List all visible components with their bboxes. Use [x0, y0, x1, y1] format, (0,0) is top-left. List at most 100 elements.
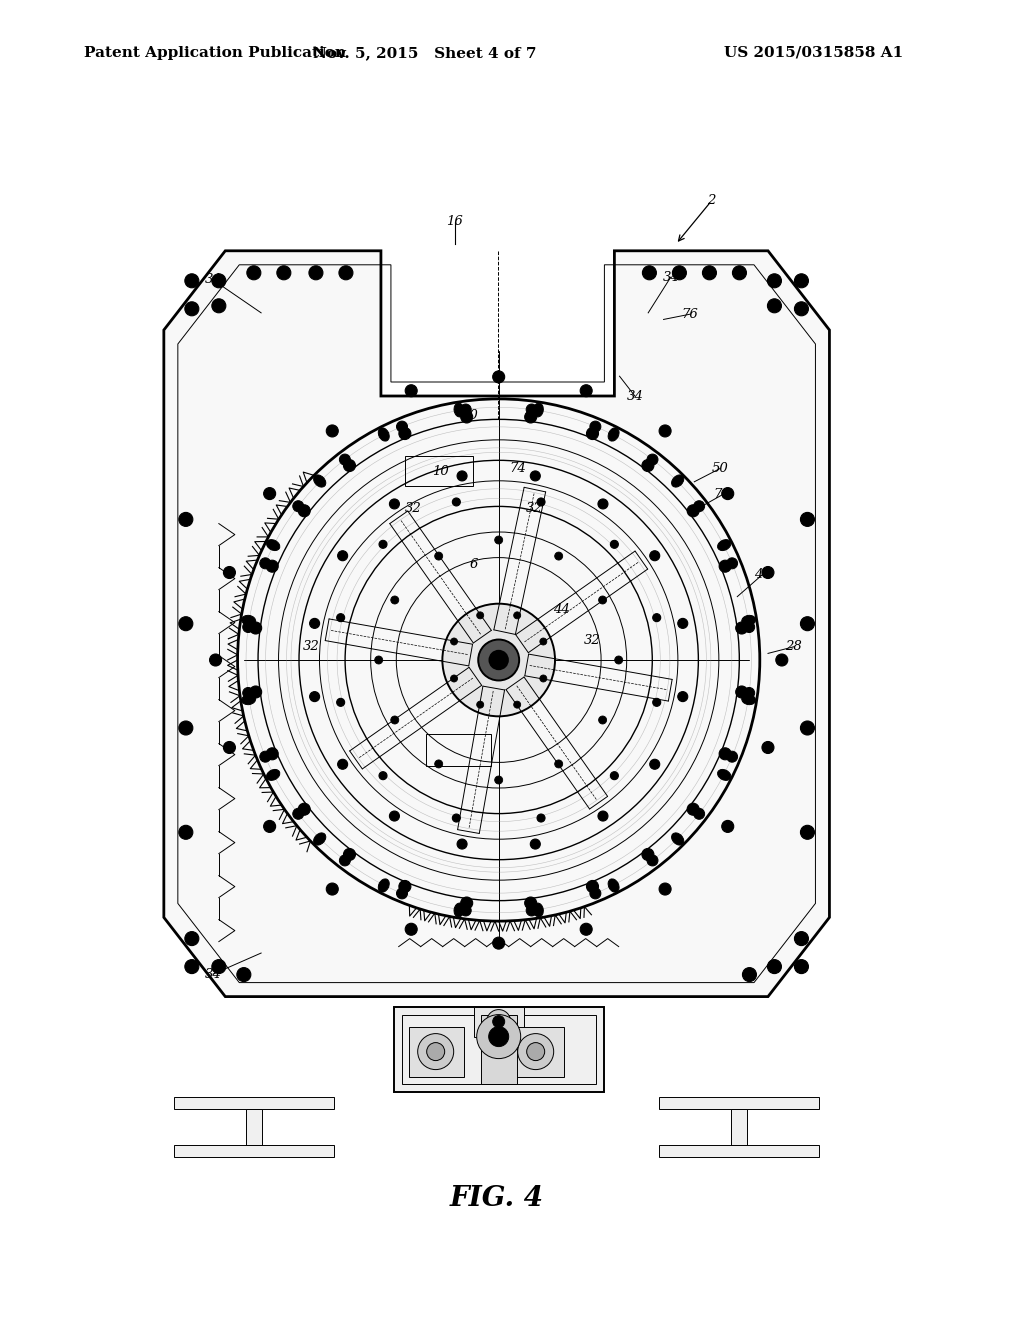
Circle shape	[298, 504, 310, 517]
Circle shape	[488, 1027, 509, 1047]
Circle shape	[477, 1015, 520, 1059]
Circle shape	[495, 776, 503, 784]
Circle shape	[185, 273, 199, 288]
Circle shape	[179, 825, 193, 840]
Bar	[474, 1007, 523, 1036]
Circle shape	[375, 656, 383, 664]
Text: 76: 76	[682, 308, 698, 321]
Circle shape	[343, 849, 355, 861]
Circle shape	[795, 302, 808, 315]
Bar	[174, 1144, 334, 1156]
Circle shape	[743, 688, 755, 698]
Ellipse shape	[313, 475, 326, 487]
Circle shape	[434, 760, 442, 768]
Ellipse shape	[608, 879, 620, 892]
Text: 34: 34	[205, 273, 221, 286]
Circle shape	[457, 840, 467, 849]
Circle shape	[379, 772, 387, 780]
Circle shape	[451, 675, 458, 682]
Bar	[480, 1015, 517, 1084]
Ellipse shape	[741, 694, 756, 705]
Circle shape	[555, 760, 563, 768]
Circle shape	[652, 614, 660, 622]
Text: 34: 34	[627, 389, 643, 403]
Circle shape	[727, 751, 737, 762]
Circle shape	[223, 742, 236, 754]
Circle shape	[453, 814, 461, 822]
Circle shape	[581, 923, 592, 936]
Circle shape	[266, 748, 279, 760]
Circle shape	[795, 960, 808, 974]
Circle shape	[260, 558, 270, 569]
Circle shape	[526, 1043, 545, 1060]
Circle shape	[795, 273, 808, 288]
Text: Nov. 5, 2015   Sheet 4 of 7: Nov. 5, 2015 Sheet 4 of 7	[313, 46, 537, 59]
Text: 44: 44	[553, 603, 569, 616]
Circle shape	[210, 653, 221, 667]
Circle shape	[339, 454, 350, 465]
Circle shape	[687, 803, 699, 816]
Circle shape	[650, 759, 659, 770]
Circle shape	[185, 302, 199, 315]
Circle shape	[339, 855, 350, 866]
Ellipse shape	[534, 903, 544, 917]
Circle shape	[801, 616, 814, 631]
Circle shape	[237, 968, 251, 982]
Circle shape	[555, 552, 563, 560]
Circle shape	[659, 883, 671, 895]
Circle shape	[223, 566, 236, 578]
Bar	[426, 734, 492, 766]
Circle shape	[276, 265, 291, 280]
Bar	[401, 1015, 596, 1084]
Circle shape	[540, 638, 547, 645]
Circle shape	[722, 821, 734, 833]
Circle shape	[678, 618, 688, 628]
Circle shape	[418, 1034, 454, 1069]
Ellipse shape	[454, 903, 464, 917]
Circle shape	[309, 265, 323, 280]
Bar	[409, 1027, 464, 1077]
Circle shape	[530, 471, 541, 480]
Circle shape	[399, 880, 411, 892]
Circle shape	[743, 622, 755, 632]
Circle shape	[179, 721, 193, 735]
Text: 32: 32	[406, 502, 422, 515]
Circle shape	[598, 499, 608, 510]
Circle shape	[722, 487, 734, 499]
Circle shape	[399, 428, 411, 440]
Circle shape	[526, 906, 538, 916]
Ellipse shape	[718, 540, 731, 550]
Bar	[246, 1109, 262, 1144]
Ellipse shape	[608, 428, 620, 441]
Circle shape	[263, 821, 275, 833]
Circle shape	[767, 960, 781, 974]
Circle shape	[379, 540, 387, 548]
Text: 74: 74	[510, 462, 526, 475]
Circle shape	[642, 265, 656, 280]
Ellipse shape	[672, 833, 684, 845]
Circle shape	[526, 404, 538, 414]
Circle shape	[735, 622, 748, 634]
Circle shape	[599, 597, 606, 605]
Text: 16: 16	[446, 215, 463, 228]
Bar	[406, 457, 473, 486]
Circle shape	[659, 425, 671, 437]
Bar	[393, 1007, 604, 1092]
Circle shape	[719, 560, 731, 572]
Circle shape	[451, 638, 458, 645]
Circle shape	[801, 512, 814, 527]
Text: 32: 32	[584, 634, 600, 647]
Circle shape	[493, 371, 505, 383]
Circle shape	[642, 849, 654, 861]
Text: Patent Application Publication: Patent Application Publication	[84, 46, 346, 59]
Circle shape	[727, 558, 737, 569]
Circle shape	[212, 298, 226, 313]
Circle shape	[795, 932, 808, 945]
Ellipse shape	[378, 428, 389, 441]
Circle shape	[461, 898, 473, 909]
Circle shape	[652, 698, 660, 706]
Bar	[731, 1109, 748, 1144]
Circle shape	[693, 500, 705, 512]
Circle shape	[732, 265, 746, 280]
Circle shape	[524, 411, 537, 422]
